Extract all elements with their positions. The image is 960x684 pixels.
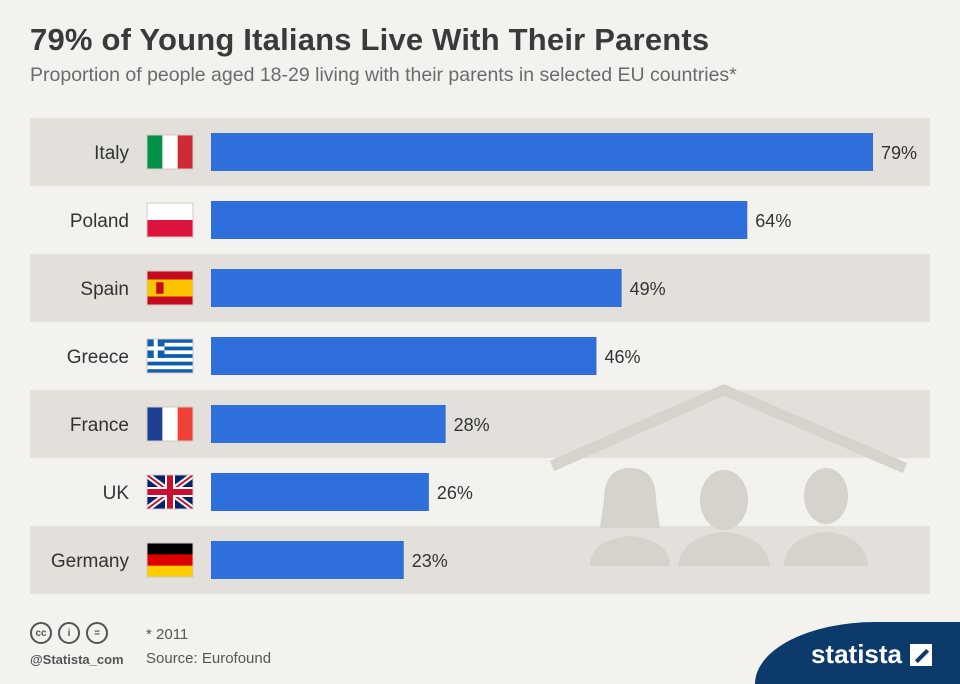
chart-title: 79% of Young Italians Live With Their Pa… xyxy=(30,22,710,57)
bar xyxy=(211,201,748,239)
italy-flag-icon xyxy=(146,134,194,170)
statista-logo-text[interactable]: statista xyxy=(810,639,902,669)
value-label: 26% xyxy=(437,483,473,503)
value-label: 79% xyxy=(881,143,917,163)
bar xyxy=(211,269,622,307)
bar xyxy=(211,473,429,511)
value-label: 28% xyxy=(454,415,490,435)
category-label: Poland xyxy=(70,211,129,232)
bar xyxy=(211,133,873,171)
category-label: Spain xyxy=(80,279,129,300)
twitter-handle[interactable]: @Statista_com xyxy=(30,652,124,667)
greece-flag-icon xyxy=(146,338,194,374)
source-note: Source: Eurofound xyxy=(146,650,272,667)
bars: Italy 79% Poland 64% Spain 49% Greece 46% France… xyxy=(51,133,917,579)
cc-icon: cc xyxy=(30,622,52,644)
germany-flag-icon xyxy=(146,542,194,578)
father-figure-icon xyxy=(678,470,770,566)
bar xyxy=(211,337,597,375)
uk-flag-icon xyxy=(145,472,195,512)
category-label: UK xyxy=(103,483,130,504)
category-label: Germany xyxy=(51,551,130,572)
france-flag-icon xyxy=(146,406,194,442)
chart-subtitle: Proportion of people aged 18-29 living w… xyxy=(30,64,737,86)
value-label: 46% xyxy=(604,347,640,367)
family-house-illustration xyxy=(549,384,908,566)
value-label: 23% xyxy=(412,551,448,571)
category-label: Italy xyxy=(94,143,129,164)
nd-icon: = xyxy=(86,622,108,644)
license-icons: cc i = xyxy=(30,622,108,644)
category-label: France xyxy=(70,415,129,436)
bar-chart: Italy 79% Poland 64% Spain 49% Greece 46% France… xyxy=(30,118,930,594)
category-label: Greece xyxy=(67,347,129,368)
son-figure-icon xyxy=(784,468,868,566)
poland-flag-icon xyxy=(146,202,194,238)
spain-flag-icon xyxy=(146,270,194,306)
woman-figure-icon xyxy=(590,468,670,566)
statista-logo-icon xyxy=(910,644,932,666)
footnote: * 2011 xyxy=(146,626,189,643)
value-label: 64% xyxy=(755,211,791,231)
value-label: 49% xyxy=(630,279,666,299)
bar xyxy=(211,541,404,579)
bar xyxy=(211,405,446,443)
by-icon: i xyxy=(58,622,80,644)
